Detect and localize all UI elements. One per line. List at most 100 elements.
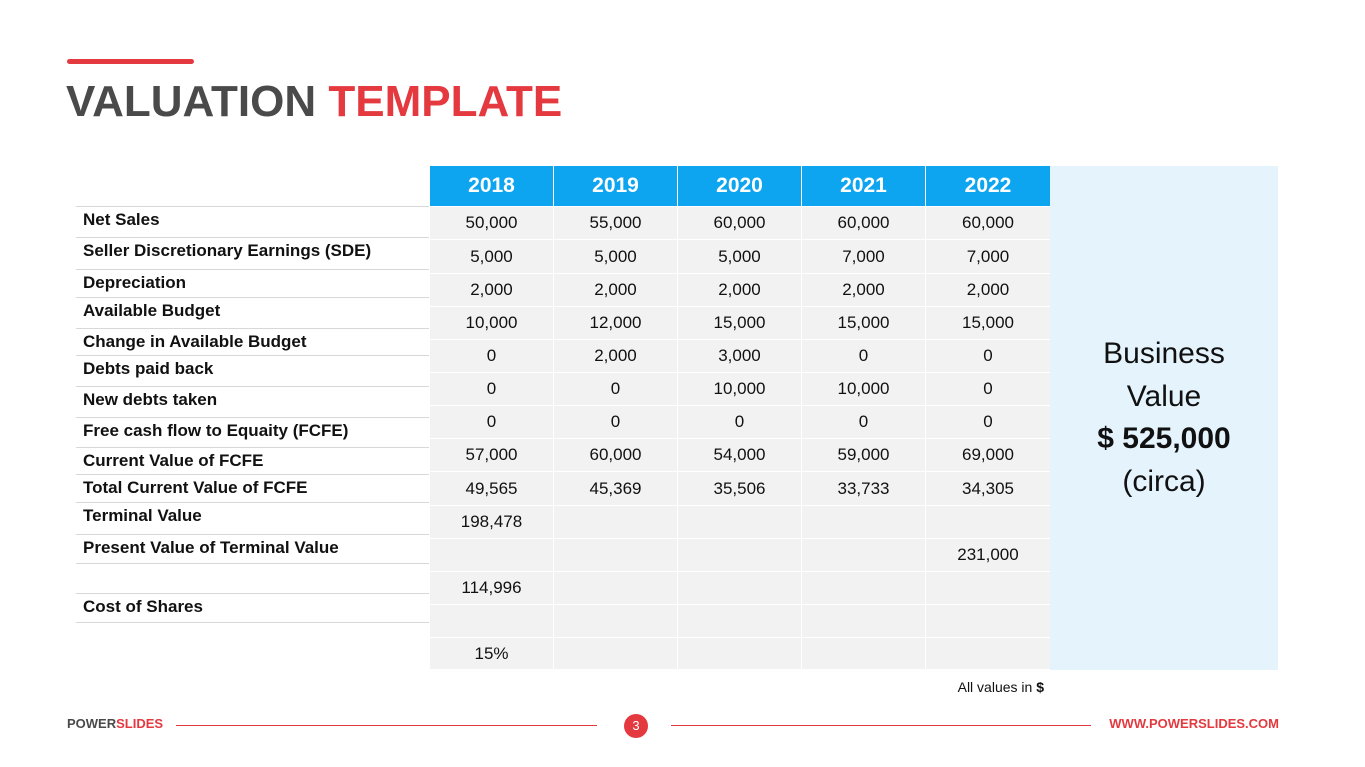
year-header-2: 2020 (678, 166, 801, 206)
table-cell (926, 506, 1050, 538)
table-cell: 2,000 (554, 274, 677, 306)
business-value-amount: $ 525,000 (1097, 422, 1231, 455)
row-label: Terminal Value (76, 502, 429, 534)
business-value-line2: Value (1126, 380, 1202, 413)
table-cell: 2,000 (678, 274, 801, 306)
table-cell (430, 605, 553, 637)
table-cell (802, 572, 925, 604)
row-label-text: Total Current Value of FCFE (83, 478, 308, 497)
table-cell: 0 (430, 373, 553, 405)
row-label (76, 563, 429, 593)
row-label-text: Change in Available Budget (83, 332, 307, 351)
row-label-bottom-border (76, 622, 429, 623)
table-cell: 5,000 (430, 240, 553, 273)
table-cell (926, 572, 1050, 604)
table-cell: 0 (802, 406, 925, 438)
row-label: Cost of Shares (76, 593, 429, 623)
row-label-text: New debts taken (83, 390, 218, 409)
table-cell (678, 605, 801, 637)
table-cell (554, 506, 677, 538)
row-label-text: Free cash flow to Equaity (FCFE) (83, 421, 349, 440)
table-cell: 59,000 (802, 439, 925, 471)
table-cell: 7,000 (926, 240, 1050, 273)
table-cell: 55,000 (554, 207, 677, 239)
year-header-3: 2021 (802, 166, 925, 206)
table-cell: 0 (926, 373, 1050, 405)
table-cell: 10,000 (678, 373, 801, 405)
table-cell: 3,000 (678, 340, 801, 372)
page-number-badge: 3 (624, 714, 648, 738)
table-cell (802, 605, 925, 637)
footer-brand: POWERSLIDES (67, 716, 163, 731)
table-cell: 0 (554, 373, 677, 405)
table-cell: 0 (926, 340, 1050, 372)
table-cell: 0 (802, 340, 925, 372)
table-cell: 60,000 (554, 439, 677, 471)
footer-url[interactable]: WWW.POWERSLIDES.COM (1109, 716, 1279, 731)
table-cell: 60,000 (802, 207, 925, 239)
table-cell (554, 605, 677, 637)
table-cell: 54,000 (678, 439, 801, 471)
currency-footnote: All values in $ (900, 679, 1044, 695)
title-accent-bar (67, 59, 194, 64)
table-cell: 60,000 (678, 207, 801, 239)
row-label-text: Debts paid back (83, 359, 214, 378)
row-label-text: Cost of Shares (83, 597, 203, 616)
footer-brand-part1: POWER (67, 716, 117, 731)
table-cell (678, 539, 801, 571)
table-cell: 34,305 (926, 472, 1050, 505)
table-cell: 57,000 (430, 439, 553, 471)
business-value-panel: Business Value $ 525,000 (circa) (1050, 166, 1278, 670)
row-label-text: Available Budget (83, 301, 221, 320)
table-cell: 10,000 (802, 373, 925, 405)
table-cell: 49,565 (430, 472, 553, 505)
row-label: Seller Discretionary Earnings (SDE) (76, 237, 429, 269)
table-cell: 10,000 (430, 307, 553, 339)
row-label-text: Net Sales (83, 210, 160, 229)
table-cell (430, 539, 553, 571)
table-cell: 198,478 (430, 506, 553, 538)
title-part-2: TEMPLATE (328, 77, 563, 126)
table-cell: 0 (430, 340, 553, 372)
table-cell (554, 572, 677, 604)
business-value-line1: Business (1103, 337, 1225, 370)
row-label: Available Budget (76, 297, 429, 328)
row-label: Depreciation (76, 269, 429, 297)
footer-brand-part2: SLIDES (116, 716, 164, 731)
row-label: Total Current Value of FCFE (76, 474, 429, 502)
table-cell: 15,000 (802, 307, 925, 339)
business-value-note: (circa) (1122, 465, 1206, 498)
table-cell: 12,000 (554, 307, 677, 339)
table-cell: 5,000 (678, 240, 801, 273)
page-title: VALUATION TEMPLATE (66, 76, 562, 128)
table-cell: 0 (554, 406, 677, 438)
table-cell: 60,000 (926, 207, 1050, 239)
table-cell (926, 605, 1050, 637)
table-cell (802, 638, 925, 669)
row-label-text: Terminal Value (83, 506, 202, 525)
table-cell: 2,000 (802, 274, 925, 306)
row-label: New debts taken (76, 386, 429, 417)
table-cell (678, 572, 801, 604)
table-cell: 114,996 (430, 572, 553, 604)
table-cell (554, 539, 677, 571)
table-cell: 15% (430, 638, 553, 669)
footer-divider-left (176, 725, 597, 726)
table-cell: 5,000 (554, 240, 677, 273)
table-cell: 45,369 (554, 472, 677, 505)
title-part-1: VALUATION (66, 77, 317, 126)
row-label: Change in Available Budget (76, 328, 429, 355)
table-cell: 50,000 (430, 207, 553, 239)
table-cell (802, 506, 925, 538)
table-cell (678, 506, 801, 538)
row-label: Current Value of FCFE (76, 447, 429, 474)
table-cell: 33,733 (802, 472, 925, 505)
table-cell (554, 638, 677, 669)
footnote-text: All values in (957, 679, 1033, 695)
year-header-4: 2022 (926, 166, 1050, 206)
table-cell: 0 (926, 406, 1050, 438)
table-cell (802, 539, 925, 571)
row-label-text: Present Value of Terminal Value (83, 538, 339, 557)
year-header-1: 2019 (554, 166, 677, 206)
